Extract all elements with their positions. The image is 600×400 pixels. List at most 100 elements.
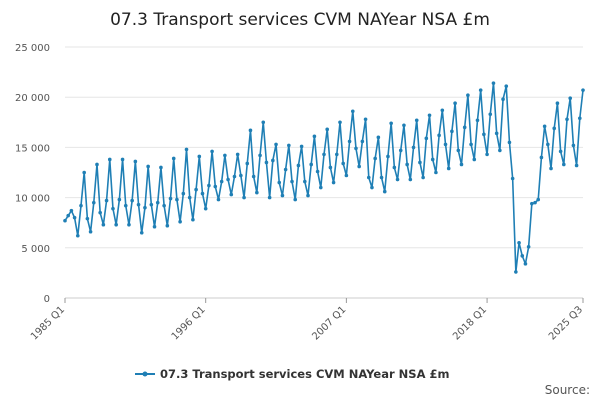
data-point[interactable] (143, 205, 147, 210)
data-point[interactable] (542, 124, 547, 129)
data-point[interactable] (139, 230, 144, 235)
data-point[interactable] (127, 222, 131, 227)
data-point[interactable] (162, 203, 166, 208)
data-point[interactable] (418, 160, 422, 165)
data-point[interactable] (386, 154, 390, 159)
data-point[interactable] (411, 145, 416, 150)
data-point[interactable] (350, 109, 355, 114)
data-point[interactable] (459, 162, 464, 167)
data-point[interactable] (207, 183, 211, 188)
data-point[interactable] (446, 166, 451, 171)
data-point[interactable] (283, 167, 288, 172)
data-point[interactable] (382, 189, 387, 194)
data-point[interactable] (523, 262, 528, 266)
data-point[interactable] (203, 206, 208, 211)
data-point[interactable] (331, 180, 336, 185)
data-point[interactable] (421, 175, 425, 180)
data-point[interactable] (501, 97, 505, 102)
data-point[interactable] (344, 173, 349, 178)
data-point[interactable] (488, 112, 493, 117)
data-point[interactable] (235, 152, 240, 157)
data-point[interactable] (552, 126, 557, 131)
data-point[interactable] (558, 149, 563, 154)
data-point[interactable] (117, 197, 122, 202)
data-point[interactable] (219, 179, 224, 184)
data-point[interactable] (341, 161, 345, 166)
data-point[interactable] (152, 224, 157, 229)
data-point[interactable] (197, 154, 202, 159)
data-point[interactable] (389, 121, 393, 126)
data-point[interactable] (568, 96, 573, 100)
data-point[interactable] (536, 197, 541, 202)
data-point[interactable] (546, 142, 550, 147)
data-point[interactable] (517, 240, 521, 245)
data-point[interactable] (414, 118, 419, 123)
data-point[interactable] (274, 142, 278, 147)
data-point[interactable] (107, 157, 112, 162)
data-point[interactable] (328, 165, 333, 170)
data-point[interactable] (354, 146, 358, 151)
data-point[interactable] (66, 213, 70, 218)
data-point[interactable] (437, 133, 441, 138)
data-point[interactable] (466, 93, 470, 97)
data-point[interactable] (75, 233, 80, 238)
data-point[interactable] (63, 218, 67, 223)
data-point[interactable] (226, 177, 230, 182)
data-point[interactable] (581, 88, 585, 92)
data-point[interactable] (370, 185, 374, 190)
data-point[interactable] (456, 148, 461, 153)
data-point[interactable] (309, 162, 314, 167)
data-point[interactable] (232, 174, 237, 179)
data-point[interactable] (549, 166, 553, 171)
data-point[interactable] (255, 190, 259, 195)
data-point[interactable] (334, 152, 339, 157)
data-point[interactable] (565, 117, 569, 122)
data-point[interactable] (450, 129, 454, 134)
data-point[interactable] (155, 200, 160, 205)
data-point[interactable] (98, 210, 102, 215)
data-point[interactable] (571, 143, 576, 148)
data-point[interactable] (504, 84, 509, 88)
data-point[interactable] (293, 197, 298, 202)
data-point[interactable] (526, 245, 531, 249)
data-point[interactable] (555, 101, 560, 106)
data-point[interactable] (363, 117, 368, 122)
data-point[interactable] (72, 215, 77, 220)
data-point[interactable] (191, 217, 195, 222)
data-point[interactable] (373, 156, 377, 161)
data-point[interactable] (111, 206, 115, 211)
data-point[interactable] (178, 219, 182, 224)
data-point[interactable] (395, 177, 400, 182)
data-point[interactable] (405, 162, 409, 167)
data-point[interactable] (229, 192, 234, 197)
data-point[interactable] (494, 131, 499, 136)
data-point[interactable] (245, 161, 250, 166)
data-point[interactable] (101, 222, 106, 227)
data-point[interactable] (530, 201, 534, 206)
data-point[interactable] (114, 222, 118, 227)
data-point[interactable] (165, 223, 170, 228)
data-point[interactable] (443, 142, 448, 147)
data-point[interactable] (485, 152, 489, 157)
data-point[interactable] (91, 200, 96, 205)
data-point[interactable] (533, 200, 537, 205)
data-point[interactable] (510, 176, 515, 181)
data-point[interactable] (82, 170, 86, 175)
data-point[interactable] (200, 191, 205, 196)
data-point[interactable] (171, 156, 176, 161)
data-point[interactable] (366, 175, 371, 180)
data-point[interactable] (290, 179, 294, 184)
data-point[interactable] (478, 88, 483, 92)
data-point[interactable] (402, 123, 406, 128)
data-point[interactable] (306, 193, 310, 198)
data-point[interactable] (319, 185, 323, 190)
data-point[interactable] (539, 155, 544, 160)
data-point[interactable] (267, 195, 272, 200)
data-point[interactable] (258, 153, 262, 158)
data-point[interactable] (104, 198, 109, 203)
data-point[interactable] (574, 163, 579, 168)
data-point[interactable] (223, 153, 227, 158)
data-point[interactable] (360, 139, 365, 144)
data-point[interactable] (427, 113, 432, 118)
data-point[interactable] (264, 160, 269, 165)
